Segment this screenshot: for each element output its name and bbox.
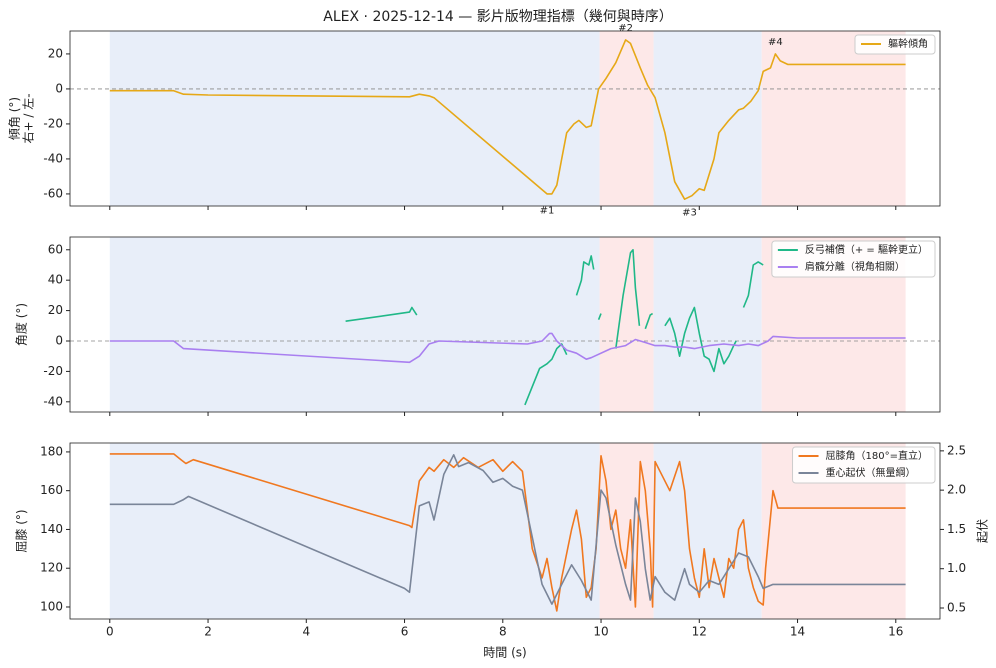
y-tick-label: 140 bbox=[40, 522, 63, 536]
y-tick-label: 0 bbox=[55, 81, 63, 95]
annotation: #1 bbox=[540, 206, 555, 217]
y-tick-label: 160 bbox=[40, 483, 63, 497]
y-tick-label: -40 bbox=[43, 394, 63, 408]
y-axis-label: 傾角 (°) bbox=[8, 97, 22, 140]
y-tick-label: -20 bbox=[43, 116, 63, 130]
axes-frame bbox=[69, 442, 941, 620]
phase-span bbox=[109, 31, 600, 206]
y-tick-label: -20 bbox=[43, 364, 63, 378]
series-line bbox=[109, 39, 906, 200]
phase-span bbox=[761, 31, 906, 206]
y2-axis-label: 起伏 bbox=[976, 519, 990, 543]
series-line bbox=[109, 332, 906, 364]
chart-title: ALEX · 2025-12-14 — 影片版物理指標（幾何與時序） bbox=[323, 9, 672, 25]
x-tick-label: 14 bbox=[790, 625, 805, 639]
annotation: #2 bbox=[618, 23, 633, 34]
x-tick-label: 10 bbox=[593, 625, 608, 639]
series-line bbox=[109, 453, 906, 612]
phase-span bbox=[599, 443, 654, 619]
annotation: #4 bbox=[768, 37, 783, 48]
annotation: #3 bbox=[682, 207, 697, 218]
phase-span bbox=[653, 443, 762, 619]
x-tick-label: 4 bbox=[302, 625, 310, 639]
axes-frame bbox=[69, 30, 941, 207]
y-tick-label: -60 bbox=[43, 186, 63, 200]
phase-span bbox=[109, 443, 600, 619]
y-tick-label: 60 bbox=[48, 242, 63, 256]
legend-label: 反弓補償（+ = 驅幹更立） bbox=[805, 243, 928, 256]
y-tick-label: 180 bbox=[40, 444, 63, 458]
x-tick-label: 8 bbox=[499, 625, 507, 639]
series-line bbox=[109, 454, 906, 605]
x-tick-label: 6 bbox=[401, 625, 409, 639]
y-tick-label: 40 bbox=[48, 273, 63, 287]
y2-tick-label: 0.5 bbox=[947, 601, 966, 615]
y-tick-label: -40 bbox=[43, 151, 63, 165]
y-tick-label: 20 bbox=[48, 303, 63, 317]
legend-box bbox=[792, 446, 936, 484]
y-tick-label: 100 bbox=[40, 599, 63, 613]
phase-span bbox=[599, 31, 654, 206]
phase-span bbox=[599, 237, 654, 412]
legend: 反弓補償（+ = 驅幹更立） 肩髖分離（視角相關） bbox=[771, 240, 936, 278]
y2-tick-label: 2.0 bbox=[947, 483, 966, 497]
x-tick-label: 16 bbox=[888, 625, 903, 639]
y-axis-label: 角度 (°) bbox=[14, 303, 29, 346]
y2-tick-label: 1.0 bbox=[947, 561, 966, 575]
y-axis-label: 屈膝 (°) bbox=[15, 509, 29, 552]
x-tick-label: 2 bbox=[204, 625, 212, 639]
x-tick-label: 0 bbox=[106, 625, 114, 639]
y2-tick-label: 1.5 bbox=[947, 522, 966, 536]
legend-box bbox=[771, 240, 936, 278]
phase-span bbox=[109, 237, 600, 412]
legend-label: 屈膝角（180°=直立） bbox=[826, 449, 928, 462]
y2-tick-label: 2.5 bbox=[947, 443, 966, 457]
legend-label: 軀幹傾角 bbox=[888, 37, 928, 50]
phase-span bbox=[653, 237, 762, 412]
y-axis-label: 右+ / 左- bbox=[21, 93, 36, 143]
x-axis-label: 時間 (s) bbox=[483, 646, 526, 660]
y-tick-label: 120 bbox=[40, 561, 63, 575]
series-line bbox=[345, 249, 764, 406]
legend: 屈膝角（180°=直立） 重心起伏（無量綱） bbox=[792, 446, 936, 484]
x-tick-label: 12 bbox=[692, 625, 707, 639]
legend-box bbox=[854, 34, 936, 55]
legend-label: 重心起伏（無量綱） bbox=[826, 466, 916, 479]
y-tick-label: 20 bbox=[48, 46, 63, 60]
y-tick-label: 0 bbox=[55, 333, 63, 347]
legend: 軀幹傾角 bbox=[854, 34, 936, 55]
legend-label: 肩髖分離（視角相關） bbox=[805, 260, 905, 273]
axes-frame bbox=[69, 236, 941, 413]
